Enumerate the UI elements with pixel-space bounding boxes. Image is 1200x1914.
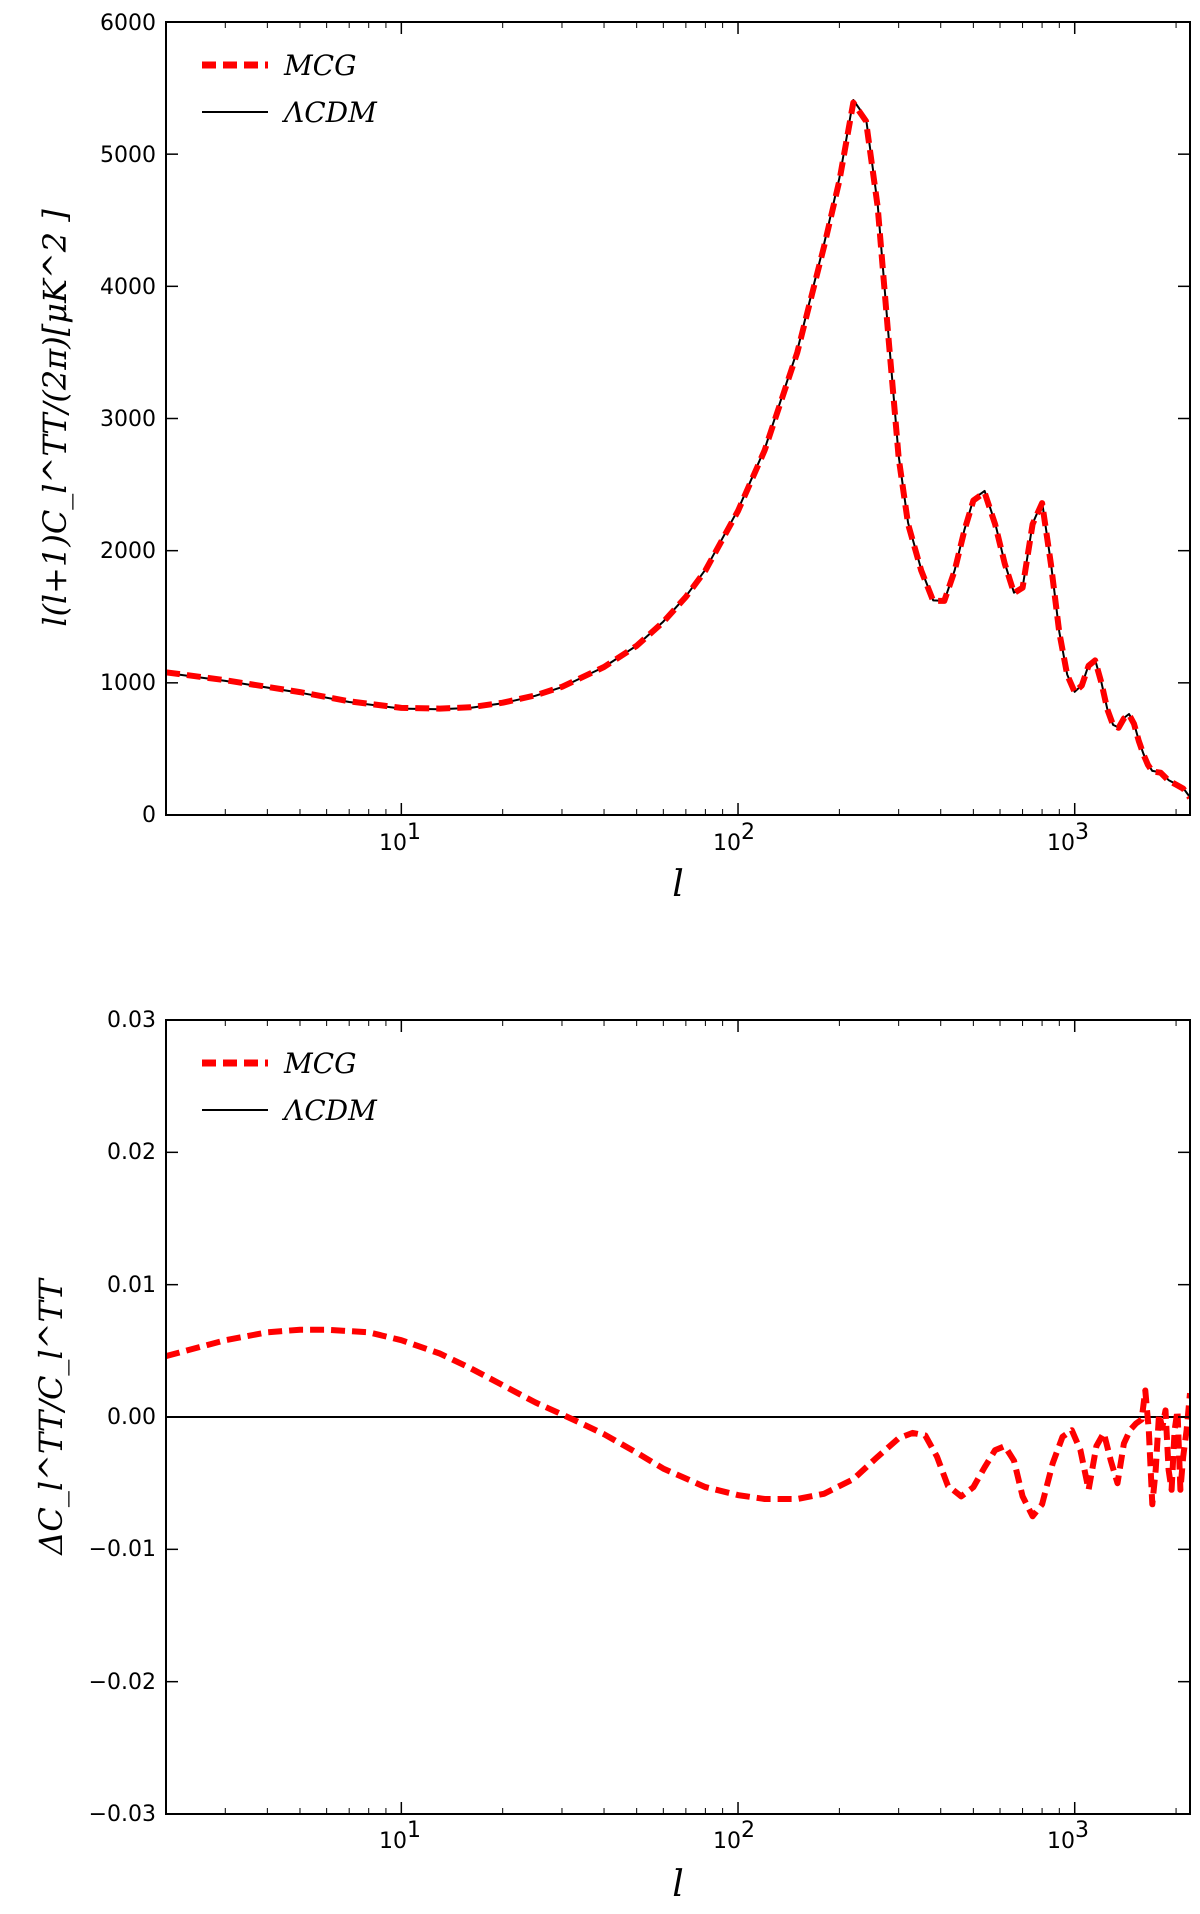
x-tick-exp: 3 (1075, 1818, 1089, 1843)
spectrum-curves (166, 99, 1190, 800)
spectrum-y-axis-label: l(l+1)C_l^TT/(2π)[μK^2 ] (36, 209, 74, 627)
legend-mcg-label: MCG (283, 49, 356, 82)
residual-series-mcg-line (166, 1326, 1190, 1520)
spectrum-series-mcg-line (166, 99, 1190, 800)
residual-x-tick-label: 103 (1047, 1818, 1089, 1854)
x-tick-base: 10 (713, 831, 741, 856)
spectrum-x-tick-label: 101 (379, 820, 421, 856)
residual-axes-frame (165, 1019, 1191, 1815)
residual-y-axis-label: ΔC_l^TT/C_l^TT (32, 1277, 70, 1557)
residual-panel: −0.03 −0.02 −0.01 0.00 0.01 0.02 0.03 10… (32, 1008, 1191, 1905)
spectrum-plot-area (165, 21, 1191, 816)
legend-lcdm-label: ΛCDM (281, 96, 378, 129)
residual-plot-area (165, 1019, 1191, 1815)
residual-y-tick-label: 0.00 (107, 1405, 156, 1430)
x-tick-exp: 2 (741, 820, 755, 845)
legend-lcdm-label: ΛCDM (281, 1094, 378, 1127)
spectrum-series-lcdm-line (166, 99, 1190, 798)
x-tick-exp: 1 (407, 820, 421, 845)
spectrum-panel: 0 1000 2000 3000 4000 5000 6000 101 102 … (36, 11, 1191, 905)
spectrum-axes-frame (165, 21, 1191, 816)
spectrum-x-tick-label: 103 (1047, 820, 1089, 856)
residual-x-tick-label: 102 (713, 1818, 755, 1854)
x-tick-base: 10 (1047, 1829, 1075, 1854)
x-tick-exp: 3 (1075, 820, 1089, 845)
x-tick-base: 10 (379, 831, 407, 856)
spectrum-y-tick-labels: 0 1000 2000 3000 4000 5000 6000 (100, 11, 156, 828)
spectrum-x-tick-labels: 101 102 103 (379, 820, 1089, 856)
x-tick-exp: 1 (407, 1818, 421, 1843)
spectrum-y-tick-label: 0 (142, 803, 156, 828)
residual-x-tick-labels: 101 102 103 (379, 1818, 1089, 1854)
spectrum-legend: MCG ΛCDM (202, 49, 378, 129)
spectrum-y-tick-label: 1000 (100, 671, 156, 696)
residual-y-tick-label: −0.03 (89, 1802, 156, 1827)
x-tick-base: 10 (1047, 831, 1075, 856)
x-tick-base: 10 (713, 1829, 741, 1854)
spectrum-x-tick-label: 102 (713, 820, 755, 856)
residual-y-tick-labels: −0.03 −0.02 −0.01 0.00 0.01 0.02 0.03 (89, 1008, 156, 1827)
residual-y-tick-label: 0.02 (107, 1140, 156, 1165)
residual-x-axis-label: l (672, 1864, 684, 1905)
residual-legend: MCG ΛCDM (202, 1047, 378, 1127)
residual-y-tick-label: 0.03 (107, 1008, 156, 1033)
residual-curves (166, 1326, 1190, 1520)
residual-x-tick-label: 101 (379, 1818, 421, 1854)
residual-y-tick-label: 0.01 (107, 1273, 156, 1298)
spectrum-y-tick-label: 2000 (100, 539, 156, 564)
x-tick-exp: 2 (741, 1818, 755, 1843)
spectrum-y-tick-label: 3000 (100, 407, 156, 432)
spectrum-y-tick-label: 4000 (100, 275, 156, 300)
spectrum-y-tick-label: 6000 (100, 11, 156, 36)
x-tick-base: 10 (379, 1829, 407, 1854)
spectrum-y-tick-label: 5000 (100, 143, 156, 168)
residual-y-tick-label: −0.01 (89, 1537, 156, 1562)
legend-mcg-label: MCG (283, 1047, 356, 1080)
residual-y-tick-label: −0.02 (89, 1670, 156, 1695)
spectrum-x-axis-label: l (672, 864, 684, 905)
